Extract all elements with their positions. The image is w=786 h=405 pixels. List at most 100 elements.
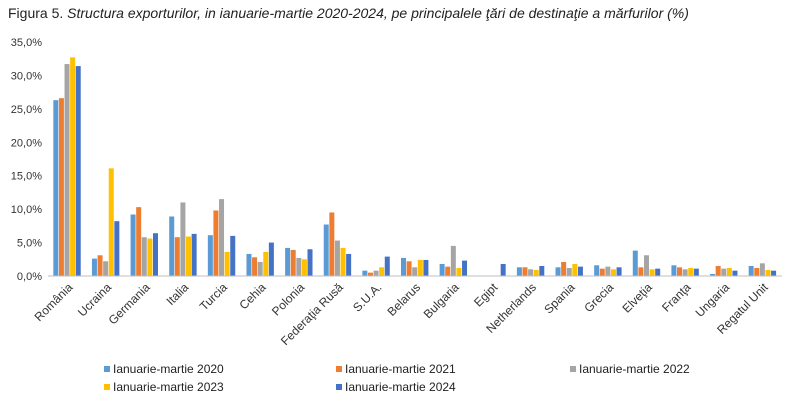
- category-label: Bulgaria: [421, 280, 462, 321]
- bar: [688, 267, 694, 276]
- bar: [577, 266, 583, 276]
- bar: [373, 270, 379, 276]
- bar: [643, 255, 649, 276]
- bar: [715, 265, 721, 276]
- legend-item: Ianuarie-martie 2022: [570, 362, 690, 376]
- bar: [186, 236, 192, 276]
- bar: [141, 237, 147, 276]
- bar: [401, 257, 406, 276]
- bar: [516, 267, 522, 276]
- figure-title-text: Structura exporturilor, in ianuarie-mart…: [67, 5, 689, 21]
- bar: [136, 207, 142, 276]
- bar: [180, 202, 186, 276]
- category-label: Spania: [541, 280, 578, 317]
- y-tick-label: 30,0%: [11, 70, 42, 82]
- bar: [130, 214, 136, 276]
- bar: [103, 261, 109, 276]
- bar: [290, 249, 296, 276]
- legend-item: Ianuarie-martie 2020: [104, 362, 224, 376]
- category-label: Egipt: [471, 280, 501, 310]
- bar: [224, 251, 230, 276]
- category-label: Turcia: [197, 280, 230, 313]
- bar: [152, 233, 158, 276]
- bar: [53, 100, 59, 276]
- bar: [417, 259, 423, 276]
- bar: [594, 265, 600, 276]
- bar: [268, 242, 274, 276]
- bar: [334, 240, 340, 276]
- y-tick-label: 35,0%: [11, 37, 42, 49]
- bar: [114, 221, 120, 276]
- bar: [384, 256, 390, 276]
- y-axis: 0,0% 5,0% 10,0% 15,0% 20,0% 25,0% 30,0% 35,0%: [11, 37, 42, 283]
- legend: Ianuarie-martie 2020 Ianuarie-martie 2021…: [104, 362, 690, 394]
- legend-swatch: [336, 384, 342, 390]
- bar: [710, 273, 716, 276]
- bar: [219, 199, 225, 276]
- bar: [677, 267, 683, 276]
- bar: [638, 267, 644, 276]
- legend-label: Ianuarie-martie 2024: [345, 380, 456, 394]
- bar: [307, 249, 313, 276]
- bar: [671, 265, 677, 276]
- bar: [610, 269, 616, 276]
- y-tick-label: 25,0%: [11, 104, 42, 116]
- legend-swatch: [570, 366, 576, 372]
- bar: [693, 268, 699, 276]
- bar: [367, 272, 373, 276]
- bar: [765, 269, 771, 276]
- category-label: Italia: [164, 280, 192, 308]
- bar: [191, 233, 197, 276]
- y-tick-label: 20,0%: [11, 137, 42, 149]
- y-tick-label: 5,0%: [17, 238, 42, 250]
- legend-label: Ianuarie-martie 2020: [113, 362, 224, 376]
- bar: [771, 270, 777, 276]
- bar: [528, 269, 534, 276]
- bar: [632, 250, 638, 276]
- chart-title: Figura 5. Structura exporturilor, in ian…: [8, 5, 689, 21]
- bar: [346, 253, 352, 276]
- bar: [91, 258, 97, 276]
- bar: [412, 267, 418, 276]
- bar: [58, 98, 64, 276]
- figure-number: Figura 5.: [8, 5, 64, 21]
- bar: [169, 216, 175, 276]
- bar: [329, 212, 335, 276]
- bar: [759, 263, 765, 276]
- legend-label: Ianuarie-martie 2022: [579, 362, 690, 376]
- bar: [439, 263, 445, 276]
- bar: [605, 266, 611, 276]
- bar: [566, 267, 572, 276]
- bar: [174, 237, 180, 276]
- bar: [555, 267, 561, 276]
- bar: [246, 253, 252, 276]
- category-label: Franţa: [659, 280, 694, 315]
- bar: [539, 265, 545, 276]
- bar: [445, 266, 451, 276]
- bar: [522, 267, 528, 276]
- legend-item: Ianuarie-martie 2023: [104, 380, 224, 394]
- legend-label: Ianuarie-martie 2021: [345, 362, 456, 376]
- bar: [726, 267, 732, 276]
- bar: [257, 261, 263, 276]
- bar: [649, 269, 655, 276]
- bar: [207, 235, 213, 276]
- bar: [147, 238, 153, 276]
- legend-item: Ianuarie-martie 2024: [336, 380, 456, 394]
- bar: [462, 260, 468, 276]
- category-label: România: [32, 280, 76, 324]
- y-tick-label: 10,0%: [11, 204, 42, 216]
- category-label: Elveţia: [620, 280, 656, 316]
- category-label: Cehia: [237, 280, 269, 312]
- bar: [682, 269, 688, 276]
- bar: [561, 261, 567, 276]
- bars: [53, 57, 777, 276]
- legend-item: Ianuarie-martie 2021: [336, 362, 456, 376]
- y-tick-label: 0,0%: [17, 271, 42, 283]
- bar: [748, 265, 754, 276]
- legend-label: Ianuarie-martie 2023: [113, 380, 224, 394]
- bar: [456, 267, 462, 276]
- bar: [296, 257, 302, 276]
- bar: [301, 259, 307, 276]
